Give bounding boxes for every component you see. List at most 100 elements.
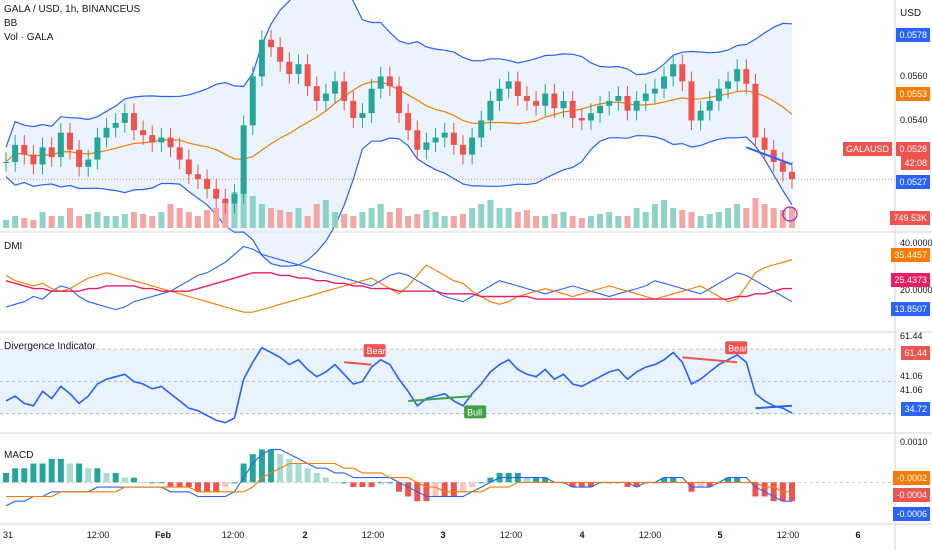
x-tick-label: 12:00 [500, 530, 523, 540]
candle-body [112, 122, 119, 128]
volume-bar [423, 210, 430, 228]
candle-body [322, 93, 329, 101]
candle-body [770, 149, 777, 162]
macd-hist-bar [176, 482, 183, 488]
x-tick-label: 4 [579, 530, 584, 540]
candle-body [496, 88, 503, 101]
macd-hist-bar [734, 477, 741, 483]
price-lower-band-tag: 0.0527 [896, 175, 930, 189]
candle-body [423, 142, 430, 150]
macd-hist-bar [761, 482, 768, 497]
volume-bar [505, 208, 512, 228]
price-mid-band-tag: 0.0553 [896, 87, 930, 101]
div-axis-label-2: 41.06 [900, 371, 923, 381]
macd-hist-bar [469, 482, 476, 488]
symbol-title[interactable]: GALA / USD, 1h, BINANCEUS [4, 4, 141, 15]
x-tick-label: 6 [855, 530, 860, 540]
bb-indicator-label[interactable]: BB [4, 18, 18, 29]
x-tick-label: Feb [155, 530, 172, 540]
candle-body [304, 64, 311, 87]
volume-bar [121, 214, 128, 228]
divergence-pane[interactable]: Bear Bull Bear [0, 341, 895, 424]
macd-hist-bar [341, 482, 348, 484]
volume-bar [240, 188, 247, 228]
candle-body [258, 39, 265, 77]
candle-body [231, 193, 238, 204]
volume-bar [569, 216, 576, 228]
candle-body [514, 81, 521, 96]
candle-body [85, 159, 92, 167]
volume-indicator-label[interactable]: Vol · GALA [4, 32, 54, 43]
candle-body [688, 81, 695, 121]
divergence-pane-label[interactable]: Divergence Indicator [4, 341, 96, 352]
candle-body [204, 179, 211, 189]
volume-bar [432, 212, 439, 228]
macd-hist-bar [459, 482, 466, 492]
volume-bar [350, 216, 357, 228]
dmi-tag-3: 13.8507 [891, 302, 930, 316]
candle-body [158, 137, 165, 143]
bear-label-1: Bear [367, 346, 386, 356]
candle-body [624, 96, 631, 111]
macd-hist-bar [222, 482, 229, 488]
y-axis: 0.0560 0.0540 40.0000 20.0000 61.44 41.0… [900, 71, 932, 447]
macd-hist-bar [332, 482, 339, 484]
candle-body [670, 64, 677, 77]
price-axis-label-1: 0.0560 [900, 71, 928, 81]
macd-hist-bar [231, 482, 238, 484]
macd-hist-bar [368, 482, 375, 488]
dmi-minus-line [5, 259, 793, 313]
macd-hist-bar [39, 463, 46, 483]
volume-bar [688, 212, 695, 228]
candle-body [222, 198, 229, 204]
volume-bar [496, 208, 503, 228]
dmi-axis-label-2: 20.0000 [900, 285, 932, 295]
candle-body [121, 113, 128, 123]
bb-lower-line [5, 134, 793, 267]
candle-body [725, 81, 732, 89]
macd-pane[interactable] [0, 448, 895, 507]
volume-bar [670, 208, 677, 228]
macd-pane-label[interactable]: MACD [4, 450, 34, 461]
volume-bar [222, 204, 229, 228]
macd-hist-bar [633, 482, 640, 488]
x-tick-label: 12:00 [87, 530, 110, 540]
x-axis: 31 12:00 Feb 12:00 2 12:00 3 12:00 4 12:00 5 12:00 6 [3, 530, 861, 540]
price-symbol-tag: GALAUSD [842, 142, 892, 156]
macd-hist-bar [441, 482, 448, 497]
candle-body [295, 64, 302, 74]
candle-body [697, 110, 704, 121]
price-pane[interactable] [0, 0, 895, 267]
volume-bar [12, 216, 19, 228]
macd-hist-bar [103, 472, 110, 483]
volume-bar [39, 212, 46, 228]
dmi-pane-label[interactable]: DMI [4, 241, 23, 252]
macd-hist-bar [706, 482, 713, 488]
x-tick-label: 12:00 [362, 530, 385, 540]
div-axis-label-1: 61.44 [900, 331, 923, 341]
candle-body [194, 174, 201, 180]
x-tick-label: 12:00 [639, 530, 662, 540]
macd-hist-bar [185, 482, 192, 488]
candle-body [332, 81, 339, 94]
macd-hist-bar [322, 477, 329, 483]
candle-body [651, 88, 658, 94]
volume-bar [396, 208, 402, 228]
candle-body [414, 130, 421, 150]
div-axis-label-3: 41.06 [900, 385, 923, 395]
candle-body [359, 113, 366, 118]
volume-bar [30, 220, 37, 228]
candle-body [469, 137, 476, 155]
volume-bar [103, 216, 110, 228]
macd-hist-bar [194, 482, 201, 492]
volume-bar [322, 200, 329, 228]
macd-hist-bar [249, 454, 256, 483]
divergence-top-tag: 61.44 [901, 346, 930, 360]
dmi-pane[interactable] [5, 245, 793, 313]
volume-bar [176, 208, 183, 228]
volume-bar [725, 208, 732, 228]
bear-label-1-box [363, 344, 386, 358]
x-tick-label: 31 [3, 530, 13, 540]
candle-body [313, 86, 320, 101]
x-tick-label: 12:00 [777, 530, 800, 540]
